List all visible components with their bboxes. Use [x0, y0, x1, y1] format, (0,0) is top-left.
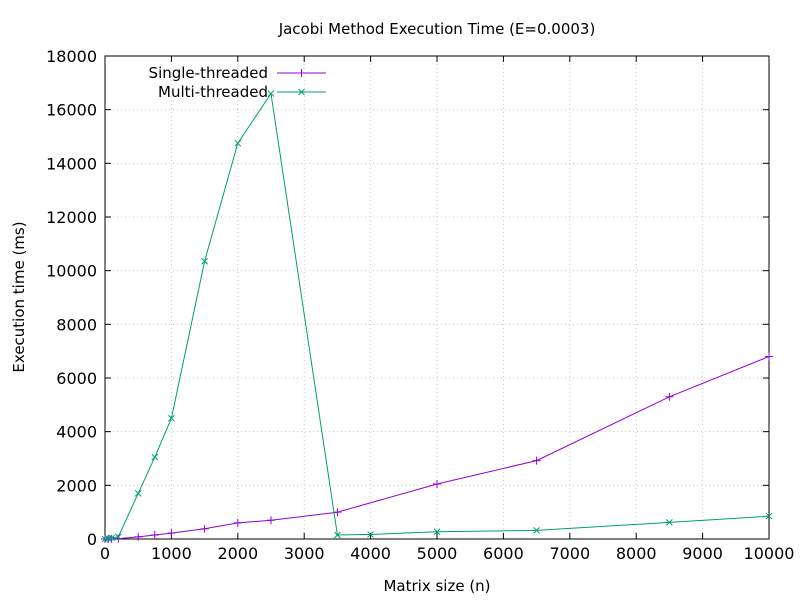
y-tick-label: 4000	[56, 423, 97, 442]
x-tick-label: 8000	[616, 544, 657, 563]
y-tick-label: 18000	[46, 47, 97, 66]
x-tick-label: 4000	[350, 544, 391, 563]
data-point	[765, 352, 773, 361]
legend-label: Multi-threaded	[158, 83, 268, 101]
x-tick-label: 5000	[417, 544, 458, 563]
data-point	[533, 527, 540, 534]
series-0	[101, 352, 773, 543]
data-point	[367, 531, 374, 538]
y-tick-label: 0	[87, 530, 97, 549]
data-point	[168, 414, 175, 422]
data-point	[334, 531, 341, 539]
data-point	[532, 456, 541, 465]
data-point	[134, 532, 143, 541]
chart-title: Jacobi Method Execution Time (E=0.0003)	[278, 20, 596, 38]
legend-label: Single-threaded	[149, 64, 268, 82]
data-point	[267, 90, 275, 97]
y-tick-label: 14000	[46, 154, 97, 173]
x-tick-label: 0	[100, 544, 110, 563]
data-point	[234, 139, 242, 147]
data-point	[201, 257, 208, 265]
legend-marker	[298, 88, 305, 96]
legend-marker	[297, 69, 306, 77]
y-tick-label: 8000	[56, 315, 97, 334]
data-point	[200, 524, 209, 533]
x-tick-label: 1000	[151, 544, 192, 563]
data-point	[765, 512, 773, 520]
series-1	[101, 90, 773, 543]
x-tick-label: 3000	[284, 544, 325, 563]
grid	[105, 56, 769, 539]
data-point	[267, 516, 275, 525]
series-line	[104, 92, 770, 540]
data-point	[167, 529, 176, 538]
data-point	[108, 534, 115, 542]
series-group	[101, 90, 773, 543]
x-tick-label: 10000	[744, 544, 795, 563]
y-tick-label: 2000	[56, 476, 97, 495]
x-axis-title: Matrix size (n)	[383, 577, 490, 595]
data-point	[665, 392, 674, 401]
y-tick-label: 12000	[46, 208, 97, 227]
x-tick-label: 2000	[217, 544, 258, 563]
y-tick-label: 16000	[46, 101, 97, 120]
y-tick-label: 10000	[46, 262, 97, 281]
data-point	[134, 490, 142, 497]
data-point	[433, 479, 441, 488]
x-tick-label: 6000	[483, 544, 524, 563]
x-tick-label: 9000	[682, 544, 723, 563]
data-point	[333, 508, 342, 517]
axis-ticks: 0 1000 2000 3000 4000 5000 6000 7000 8000 9000 100…	[46, 47, 794, 563]
series-line	[104, 356, 770, 540]
x-tick-label: 7000	[549, 544, 590, 563]
data-point	[151, 453, 159, 461]
data-point	[150, 530, 159, 539]
data-point	[666, 519, 673, 526]
data-point	[233, 518, 242, 527]
y-axis-title: Execution time (ms)	[10, 221, 28, 372]
y-tick-label: 6000	[56, 369, 97, 388]
data-point	[114, 533, 122, 541]
data-point	[433, 528, 441, 536]
